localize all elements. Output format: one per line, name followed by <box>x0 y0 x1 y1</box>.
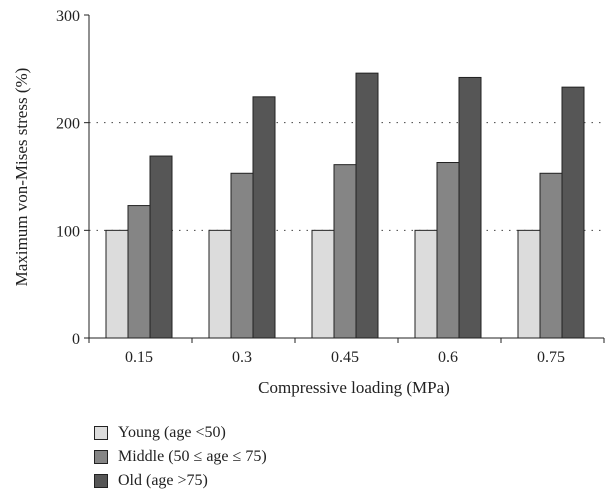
x-tick-label-0.6: 0.6 <box>438 349 458 366</box>
x-tick-label-0.3: 0.3 <box>232 349 252 366</box>
bar-young-0.15 <box>105 229 129 339</box>
bars <box>105 72 585 339</box>
legend: Young (age <50) Middle (50 ≤ age ≤ 75) O… <box>94 421 267 493</box>
bar-young-0.6 <box>414 229 438 339</box>
bar-old-0.45 <box>355 72 379 339</box>
legend-item-old: Old (age >75) <box>94 469 267 493</box>
bar-old-0.15 <box>149 155 173 339</box>
legend-swatch-young <box>94 426 108 440</box>
legend-item-young: Young (age <50) <box>94 421 267 445</box>
x-tick-label-0.75: 0.75 <box>537 349 565 366</box>
y-axis-title: Maximum von-Mises stress (%) <box>12 68 31 287</box>
legend-label-old: Old (age >75) <box>118 472 208 489</box>
x-axis-title: Compressive loading (MPa) <box>258 378 450 397</box>
legend-swatch-old <box>94 474 108 488</box>
y-tick-label-300: 300 <box>56 8 80 25</box>
legend-label-middle: Middle (50 ≤ age ≤ 75) <box>118 448 267 465</box>
bar-young-0.3 <box>208 229 232 339</box>
bar-young-0.45 <box>311 229 335 339</box>
bar-chart: 0 100 200 300 0.15 0.3 0.45 0.6 0.75 Maximum von… <box>12 8 605 397</box>
bar-old-0.3 <box>252 96 276 339</box>
axes: 0 100 200 300 0.15 0.3 0.45 0.6 0.75 <box>56 8 605 366</box>
y-tick-label-200: 200 <box>56 116 80 133</box>
bar-middle-0.6 <box>436 162 460 339</box>
x-tick-label-0.45: 0.45 <box>331 349 359 366</box>
legend-item-middle: Middle (50 ≤ age ≤ 75) <box>94 445 267 469</box>
y-tick-label-0: 0 <box>72 331 80 348</box>
legend-swatch-middle <box>94 450 108 464</box>
bar-middle-0.15 <box>127 205 151 339</box>
bar-middle-0.45 <box>333 164 357 339</box>
bar-old-0.6 <box>458 76 482 339</box>
bar-middle-0.3 <box>230 172 254 339</box>
bar-old-0.75 <box>561 86 585 339</box>
bar-middle-0.75 <box>539 172 563 339</box>
y-tick-label-100: 100 <box>56 223 80 240</box>
x-tick-label-0.15: 0.15 <box>125 349 153 366</box>
bar-young-0.75 <box>517 229 541 339</box>
legend-label-young: Young (age <50) <box>118 424 226 441</box>
